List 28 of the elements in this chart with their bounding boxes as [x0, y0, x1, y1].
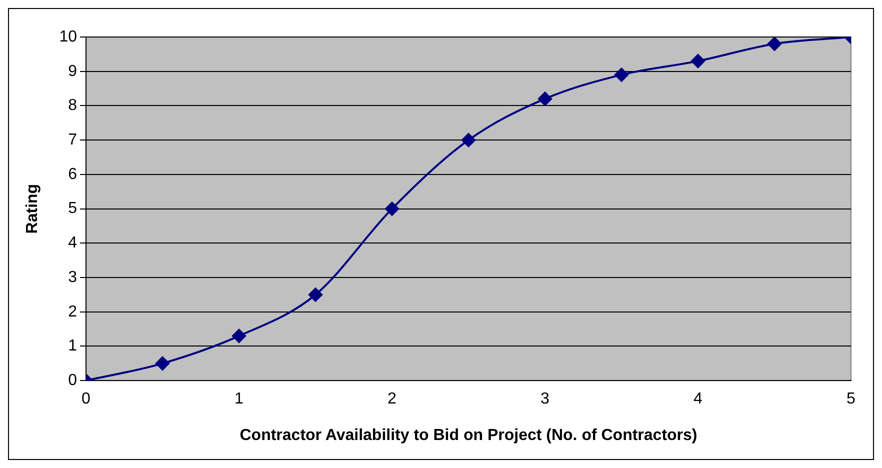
y-tick-label: 10: [59, 28, 78, 46]
y-tick-label: 3: [68, 268, 78, 286]
y-axis-title: Rating: [24, 184, 42, 234]
point: [232, 328, 246, 343]
x-tick-label: 2: [388, 390, 397, 408]
x-tick-label: 1: [234, 390, 244, 408]
point: [308, 288, 322, 302]
point: [462, 133, 476, 148]
y-tick-label: 4: [68, 234, 78, 252]
x-tick-label: 4: [694, 390, 703, 408]
y-tick-label: 5: [68, 200, 78, 218]
y-tick-label: 7: [68, 131, 78, 148]
point: [538, 92, 552, 106]
x-axis-title: Contractor Availability to Bid on Project (No. of Contractors): [240, 426, 698, 444]
x-tick-label: 0: [82, 390, 91, 408]
point: [614, 68, 628, 82]
y-tick-label: 6: [68, 166, 78, 183]
point: [768, 37, 782, 51]
point: [691, 54, 705, 68]
y-tick-label: 8: [68, 97, 78, 114]
x-tick-label: 5: [846, 390, 856, 408]
point: [155, 356, 170, 370]
point: [385, 202, 399, 216]
y-tick-label: 2: [68, 303, 78, 320]
y-tick-label: 1: [68, 338, 78, 355]
y-tick-label: 0: [68, 372, 78, 390]
x-tick-label: 3: [540, 390, 550, 408]
y-tick-label: 9: [68, 62, 78, 80]
